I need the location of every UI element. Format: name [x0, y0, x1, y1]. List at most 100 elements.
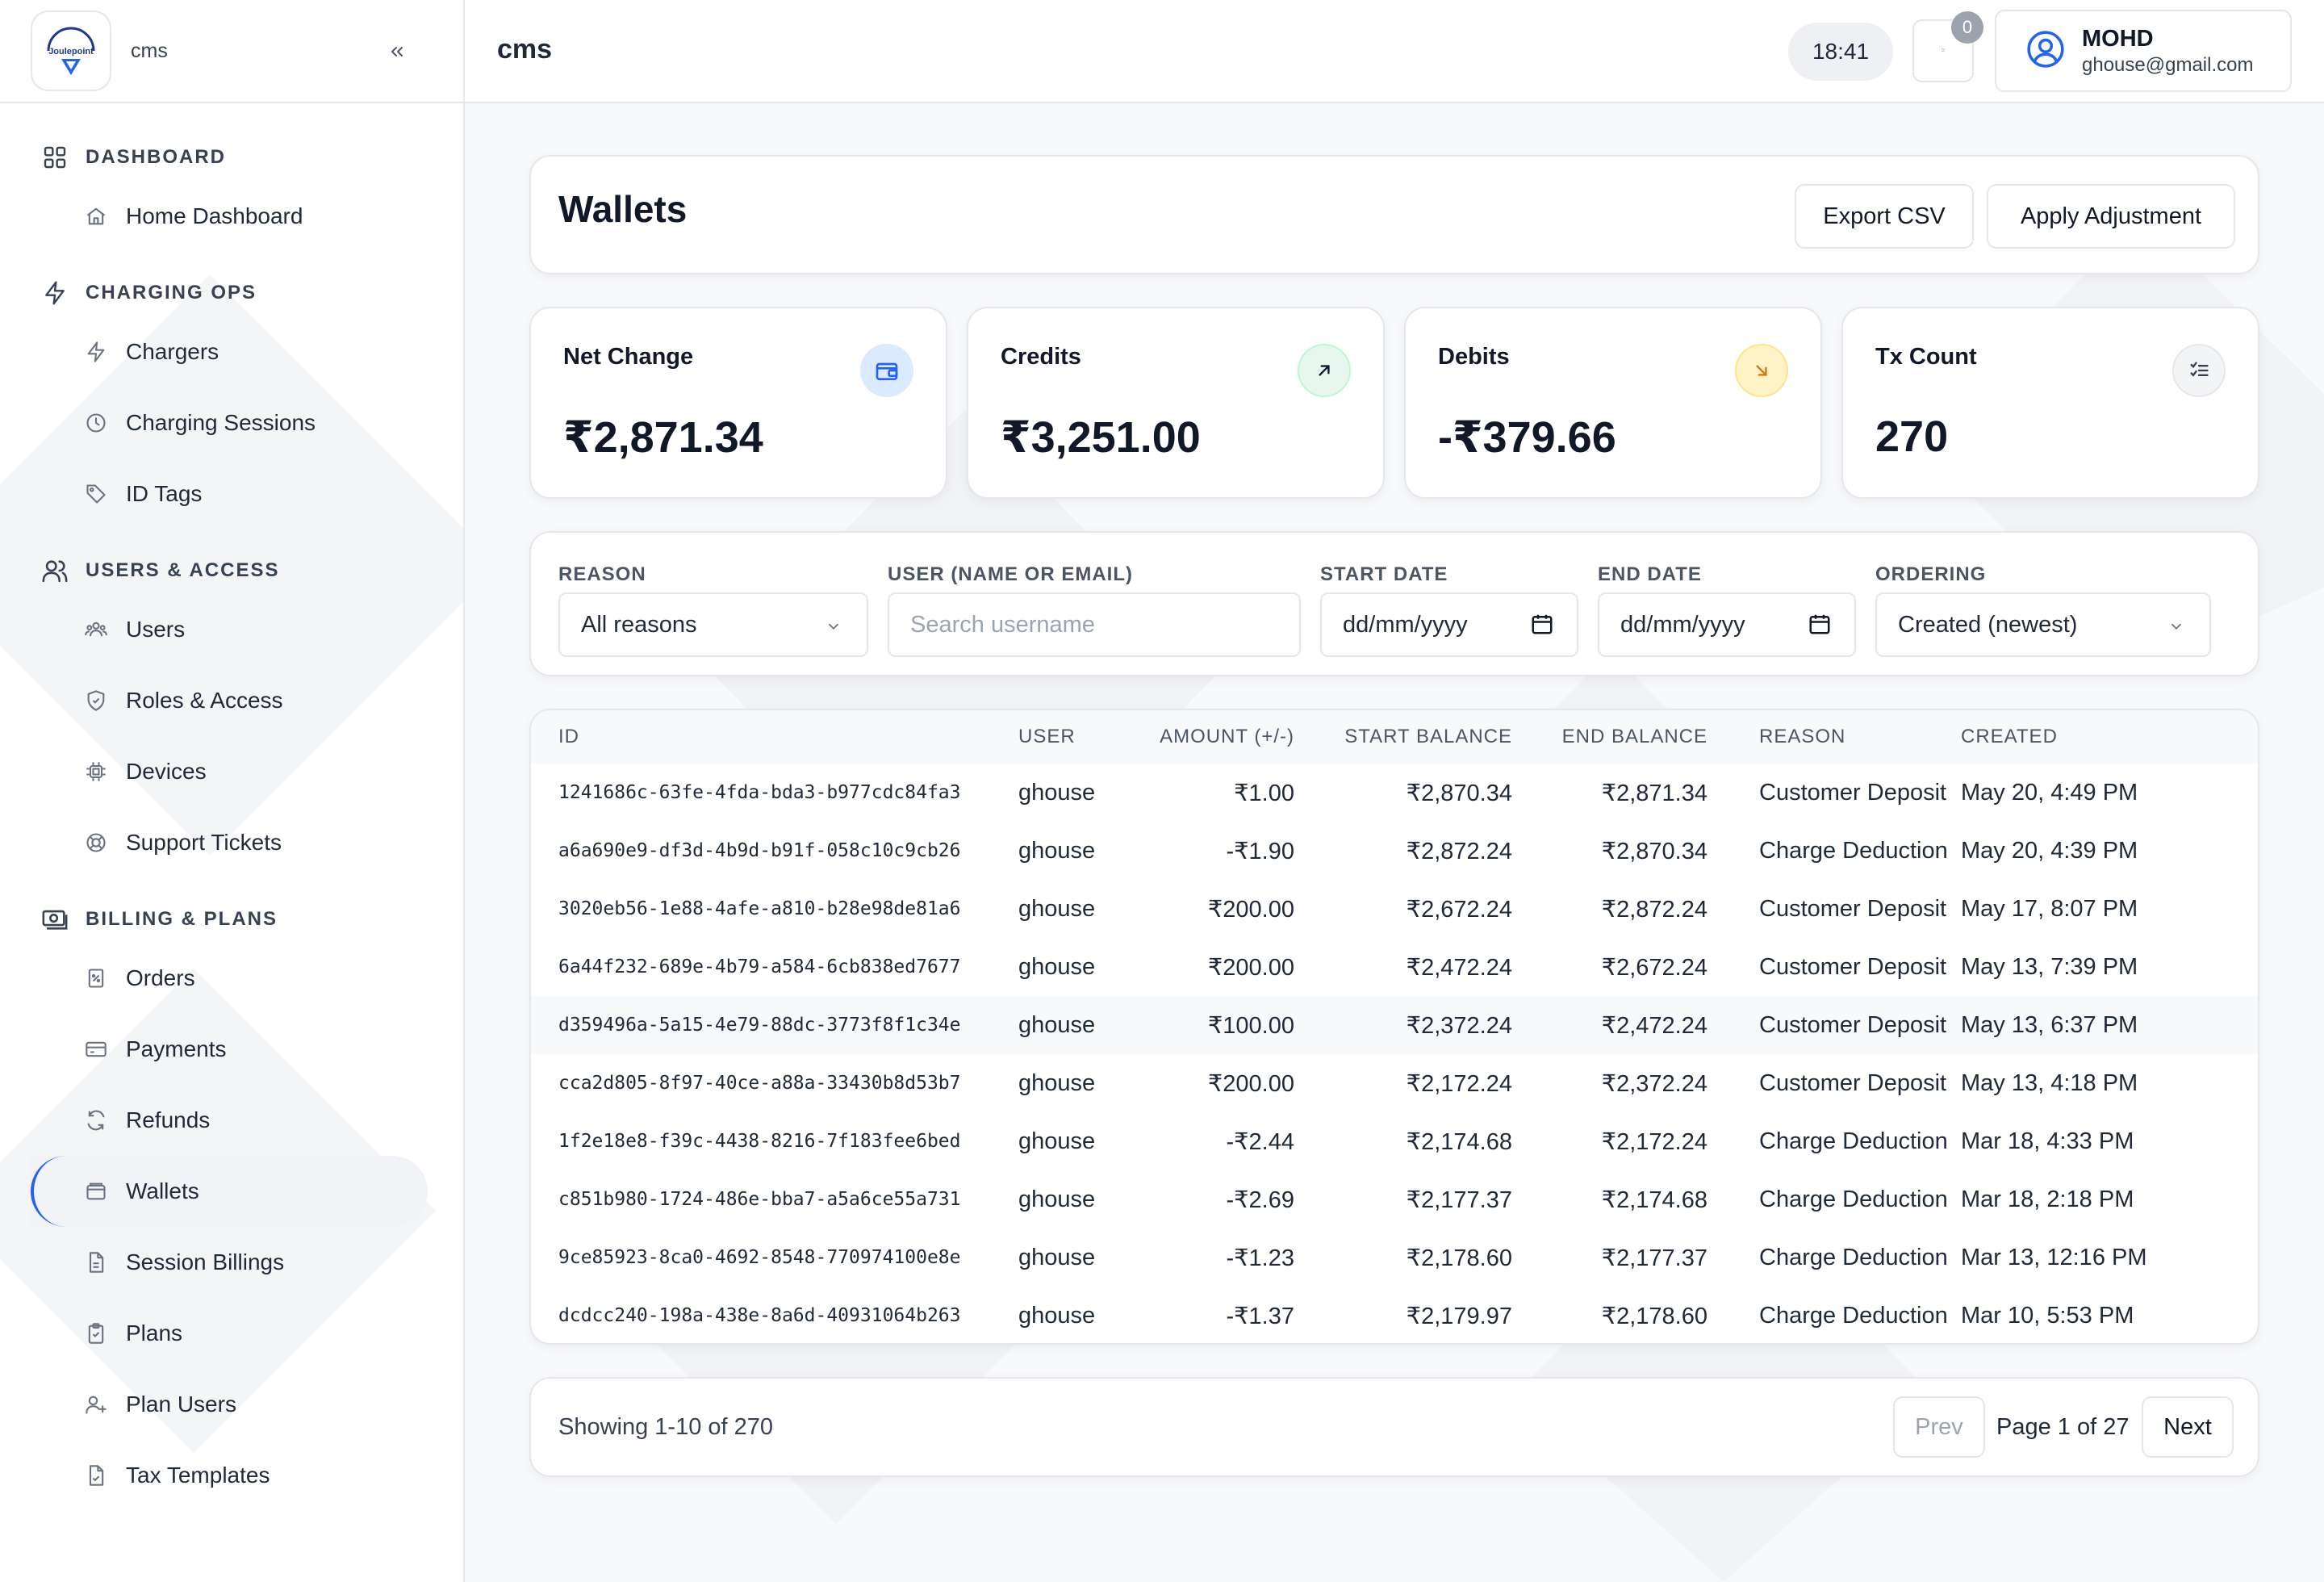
- cell-amount: -₹1.37: [1226, 1303, 1294, 1329]
- user-name: MOHD: [2082, 25, 2154, 52]
- table-row[interactable]: 1241686c-63fe-4fda-bda3-b977cdc84fa3 ghou…: [531, 764, 2258, 822]
- svg-text:Joulepoint: Joulepoint: [48, 47, 94, 56]
- reason-select[interactable]: All reasons: [558, 592, 868, 657]
- sidebar-item-charging-sessions[interactable]: Charging Sessions: [31, 387, 428, 458]
- table-row[interactable]: 9ce85923-8ca0-4692-8548-770974100e8e ghou…: [531, 1228, 2258, 1287]
- sidebar-item-refunds[interactable]: Refunds: [31, 1085, 428, 1156]
- sidebar-item-plans[interactable]: Plans: [31, 1298, 428, 1369]
- clipboard-icon: [84, 1321, 108, 1346]
- user-plus-icon: [84, 1392, 108, 1417]
- column-header-user[interactable]: USER: [1018, 726, 1076, 747]
- column-header-amount[interactable]: AMOUNT (+/-): [1160, 726, 1294, 747]
- bolt-icon: [40, 278, 69, 308]
- column-header-reason[interactable]: REASON: [1759, 726, 1846, 747]
- sidebar-item-session-billings[interactable]: Session Billings: [31, 1227, 428, 1298]
- shield-icon: [84, 688, 108, 713]
- column-header-start-balance[interactable]: START BALANCE: [1344, 726, 1512, 747]
- user-email: ghouse@gmail.com: [2082, 53, 2254, 76]
- sidebar-item-label: Support Tickets: [126, 830, 282, 855]
- ordering-select[interactable]: Created (newest): [1875, 592, 2211, 657]
- user-menu[interactable]: MOHD ghouse@gmail.com: [1995, 10, 2292, 92]
- calendar-icon[interactable]: [1808, 612, 1832, 642]
- reason-filter-label: REASON: [558, 563, 646, 585]
- sidebar-item-users[interactable]: Users: [31, 594, 428, 665]
- sidebar-item-wallets[interactable]: Wallets: [31, 1156, 428, 1227]
- cell-amount: ₹100.00: [1207, 1012, 1294, 1039]
- cell-user: ghouse: [1018, 779, 1096, 806]
- user-avatar-icon: [2025, 29, 2066, 73]
- cell-id: dcdcc240-198a-438e-8a6d-40931064b263: [558, 1305, 961, 1326]
- cell-user: ghouse: [1018, 895, 1096, 922]
- sidebar-item-label: Wallets: [126, 1178, 199, 1203]
- stat-title: Debits: [1438, 344, 1510, 370]
- user-search-input[interactable]: Search username: [888, 592, 1301, 657]
- sidebar-item-label: ID Tags: [126, 481, 203, 506]
- sidebar-item-home-dashboard[interactable]: Home Dashboard: [31, 181, 428, 252]
- sidebar-item-chargers[interactable]: Chargers: [31, 316, 428, 387]
- sidebar-item-label: Users: [126, 617, 186, 642]
- page-indicator: Page 1 of 27: [1996, 1414, 2130, 1440]
- start-date-label: START DATE: [1320, 563, 1448, 585]
- sidebar-item-plan-users[interactable]: Plan Users: [31, 1369, 428, 1440]
- pagination-info: Showing 1-10 of 270: [558, 1414, 774, 1440]
- brand-logo[interactable]: Joulepoint: [31, 10, 111, 91]
- start-date-value: dd/mm/yyyy: [1343, 611, 1468, 638]
- cell-start-balance: ₹2,178.60: [1406, 1245, 1512, 1271]
- cell-id: 3020eb56-1e88-4afe-a810-b28e98de81a6: [558, 898, 961, 919]
- cell-created: Mar 18, 2:18 PM: [1961, 1186, 2134, 1212]
- sidebar-item-label: Chargers: [126, 339, 219, 364]
- end-date-label: END DATE: [1598, 563, 1702, 585]
- sidebar-item-payments[interactable]: Payments: [31, 1014, 428, 1085]
- sidebar-item-support-tickets[interactable]: Support Tickets: [31, 807, 428, 878]
- table-row[interactable]: d359496a-5a15-4e79-88dc-3773f8f1c34e ghou…: [531, 996, 2258, 1054]
- cell-created: May 13, 6:37 PM: [1961, 1011, 2138, 1038]
- stat-card-credits: Credits ₹3,251.00: [967, 307, 1385, 499]
- receipt-icon: [84, 966, 108, 990]
- cell-id: 1f2e18e8-f39c-4438-8216-7f183fee6bed: [558, 1131, 961, 1152]
- notification-count-badge: 0: [1951, 11, 1983, 44]
- sidebar-item-roles-access[interactable]: Roles & Access: [31, 665, 428, 736]
- cell-end-balance: ₹2,172.24: [1601, 1128, 1707, 1155]
- top-bar-title: cms: [497, 34, 553, 65]
- stat-value: ₹2,871.34: [563, 413, 763, 462]
- section-label: DASHBOARD: [86, 146, 226, 168]
- arrow-up-right-icon: [1298, 344, 1351, 397]
- table-row[interactable]: 1f2e18e8-f39c-4438-8216-7f183fee6bed ghou…: [531, 1112, 2258, 1170]
- users-icon: [40, 556, 69, 585]
- table-row[interactable]: 3020eb56-1e88-4afe-a810-b28e98de81a6 ghou…: [531, 880, 2258, 938]
- cell-amount: ₹200.00: [1207, 1070, 1294, 1097]
- table-row[interactable]: 6a44f232-689e-4b79-a584-6cb838ed7677 ghou…: [531, 938, 2258, 996]
- sidebar-item-tax-templates[interactable]: Tax Templates: [31, 1440, 428, 1511]
- sidebar-item-devices[interactable]: Devices: [31, 736, 428, 807]
- notifications-button[interactable]: ◦ 0: [1912, 11, 1983, 82]
- sidebar-item-orders[interactable]: Orders: [31, 943, 428, 1014]
- cell-user: ghouse: [1018, 953, 1096, 980]
- user-search-placeholder: Search username: [910, 611, 1095, 638]
- table-row[interactable]: dcdcc240-198a-438e-8a6d-40931064b263 ghou…: [531, 1287, 2258, 1343]
- table-row[interactable]: cca2d805-8f97-40ce-a88a-33430b8d53b7 ghou…: [531, 1054, 2258, 1112]
- sidebar-item-id-tags[interactable]: ID Tags: [31, 458, 428, 529]
- column-header-end-balance[interactable]: END BALANCE: [1561, 726, 1707, 747]
- column-header-id[interactable]: ID: [558, 726, 579, 747]
- card-icon: [84, 1037, 108, 1061]
- table-row[interactable]: a6a690e9-df3d-4b9d-b91f-058c10c9cb26 ghou…: [531, 822, 2258, 880]
- end-date-input[interactable]: dd/mm/yyyy: [1598, 592, 1856, 657]
- prev-page-button[interactable]: Prev: [1893, 1396, 1985, 1458]
- cell-id: 1241686c-63fe-4fda-bda3-b977cdc84fa3: [558, 782, 961, 803]
- next-page-button[interactable]: Next: [2142, 1396, 2234, 1458]
- cell-user: ghouse: [1018, 1244, 1096, 1270]
- cell-end-balance: ₹2,472.24: [1601, 1012, 1707, 1039]
- collapse-sidebar-button[interactable]: [381, 36, 413, 68]
- export-csv-button[interactable]: Export CSV: [1795, 184, 1974, 249]
- cell-start-balance: ₹2,372.24: [1406, 1012, 1512, 1039]
- chip-icon: [84, 760, 108, 784]
- table-row[interactable]: c851b980-1724-486e-bba7-a5a6ce55a731 ghou…: [531, 1170, 2258, 1228]
- apply-adjustment-button[interactable]: Apply Adjustment: [1987, 184, 2235, 249]
- calendar-icon[interactable]: [1530, 612, 1554, 642]
- sidebar-item-label: Payments: [126, 1036, 227, 1061]
- start-date-input[interactable]: dd/mm/yyyy: [1320, 592, 1578, 657]
- stat-title: Net Change: [563, 344, 694, 370]
- cell-start-balance: ₹2,172.24: [1406, 1070, 1512, 1097]
- cell-created: May 17, 8:07 PM: [1961, 895, 2138, 922]
- column-header-created[interactable]: CREATED: [1961, 726, 2058, 747]
